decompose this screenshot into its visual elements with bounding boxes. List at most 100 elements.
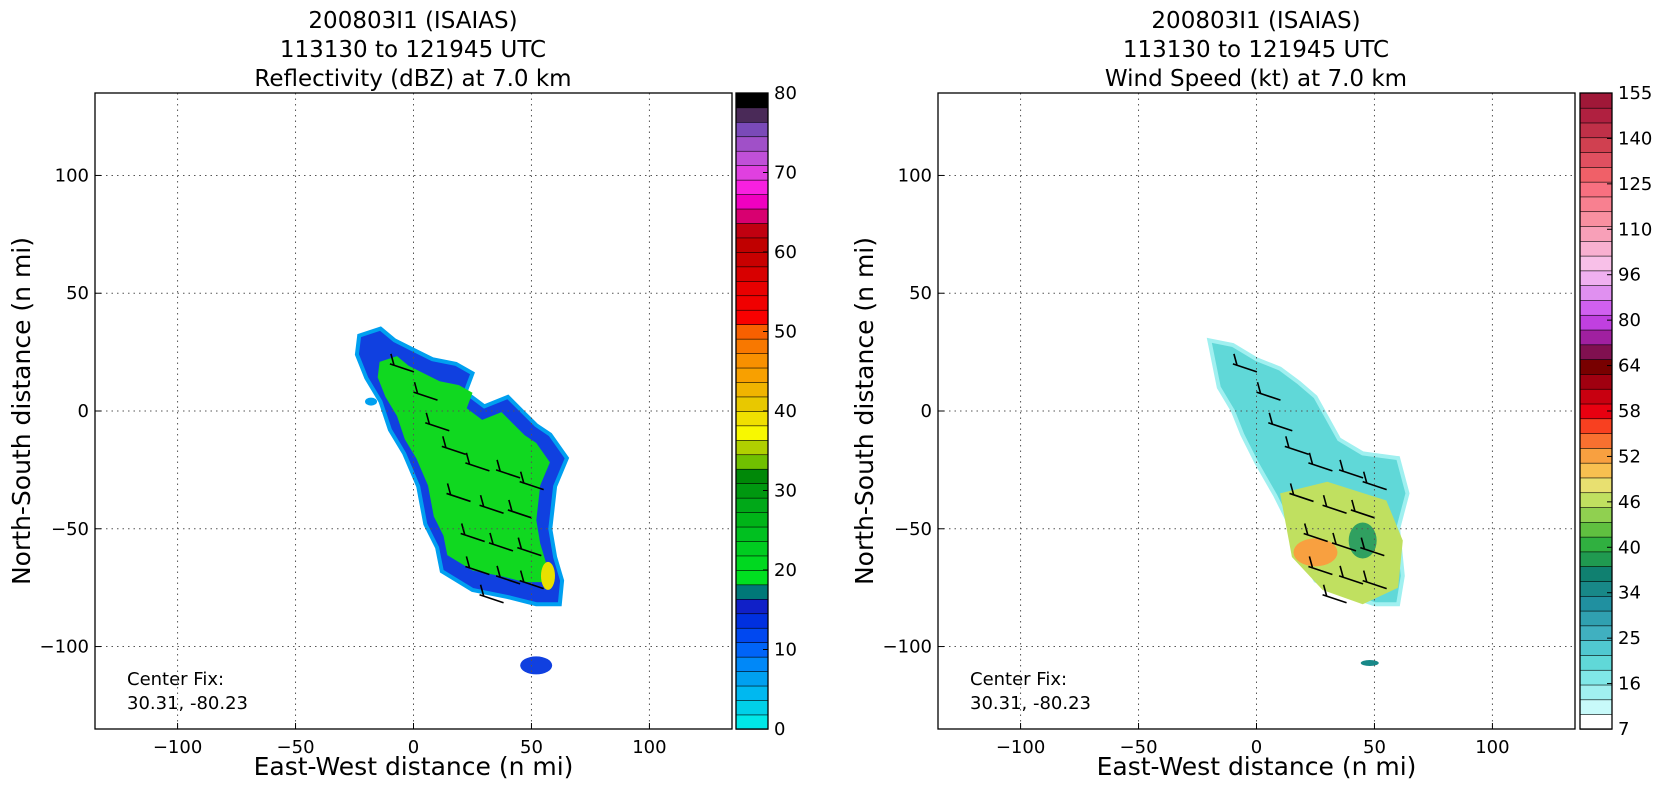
panel-wind-speed: 200803I1 (ISAIAS) 113130 to 121945 UTC Win… <box>850 8 1652 781</box>
panel-reflectivity: 200803I1 (ISAIAS) 113130 to 121945 UTC Ref… <box>7 8 797 781</box>
wind-barb <box>446 483 452 495</box>
wind-barb <box>1338 575 1364 585</box>
colorbar-cell <box>735 540 769 557</box>
colorbar-cell <box>735 107 769 123</box>
colorbar-cell <box>735 685 769 701</box>
colorbar-cell <box>1579 669 1613 686</box>
colorbar-cell <box>1579 284 1613 301</box>
wind-barb <box>496 565 501 578</box>
data-field <box>1206 337 1410 667</box>
wind-barb <box>1338 469 1364 479</box>
colorbar-cell <box>1579 166 1613 183</box>
colorbar-cell <box>735 237 769 253</box>
colorbar-cell <box>735 454 769 470</box>
colorbar-cell <box>1579 373 1613 390</box>
wind-barb <box>1289 492 1314 503</box>
wind-barb <box>1322 593 1347 604</box>
y-tick-label: 0 <box>78 401 89 422</box>
wind-barb <box>1360 546 1385 557</box>
wind-barb <box>1284 445 1310 456</box>
colorbar-cell <box>1579 447 1613 464</box>
colorbar-tick-label: 155 <box>1618 83 1652 104</box>
wind-barb <box>1308 462 1333 472</box>
wind-barb <box>1322 584 1328 596</box>
colorbar-tick-label: 110 <box>1618 219 1652 240</box>
wind-barb <box>413 381 419 394</box>
wind-barb <box>479 495 485 507</box>
wind-barb <box>1268 422 1293 432</box>
wind-barb <box>1339 565 1344 578</box>
colorbar-cell <box>1579 432 1613 449</box>
colorbar-cell <box>735 193 769 210</box>
x-tick-label: −50 <box>1120 737 1158 758</box>
colorbar-cell <box>1579 358 1613 375</box>
x-tick-label: −100 <box>153 737 202 758</box>
colorbar-cell <box>1579 225 1613 242</box>
colorbar-tick-label: 0 <box>774 719 785 740</box>
colorbar-cell <box>735 150 769 166</box>
colorbar-cell <box>1579 240 1613 257</box>
colorbar-cell <box>735 222 769 239</box>
colorbar-cell <box>735 266 769 282</box>
x-tick-label: 50 <box>1363 737 1386 758</box>
wind-barb <box>1351 499 1356 512</box>
colorbar-tick-label: 25 <box>1618 628 1641 649</box>
colorbar: 0 10 20 30 40 50 60 70 80 <box>735 83 797 740</box>
wind-barb <box>496 459 501 472</box>
x-tick-label: 50 <box>520 737 543 758</box>
colorbar-cell <box>735 468 769 484</box>
chart-title-line: 113130 to 121945 UTC <box>1123 37 1389 63</box>
wind-barb <box>1362 579 1387 590</box>
colorbar-cell <box>1579 107 1613 124</box>
wind-barb <box>465 452 471 465</box>
colorbar-cell <box>735 208 769 224</box>
colorbar-cell <box>735 584 769 600</box>
wind-barb <box>390 353 395 366</box>
colorbar-cell <box>735 526 769 542</box>
colorbar-cell <box>1579 329 1613 346</box>
colorbar-tick-label: 34 <box>1618 583 1641 604</box>
wind-barb <box>1322 504 1347 514</box>
colorbar-cell <box>735 670 769 687</box>
high-reflectivity-spot <box>540 561 555 590</box>
colorbar-cell <box>1579 92 1613 109</box>
colorbar-tick-label: 80 <box>774 83 797 104</box>
wind-barb <box>1308 556 1314 568</box>
echo-core <box>377 356 550 583</box>
y-axis-label: North-South distance (n mi) <box>7 237 36 585</box>
wind-barb <box>1360 537 1366 549</box>
colorbar-cell <box>735 555 769 571</box>
x-tick-label: 0 <box>408 737 419 758</box>
colorbar-tick-label: 64 <box>1618 356 1641 377</box>
chart-title-line: Wind Speed (kt) at 7.0 km <box>1105 66 1407 92</box>
colorbar-cell <box>1579 196 1613 213</box>
colorbar-cell <box>735 497 769 513</box>
wind-barb <box>1332 532 1337 545</box>
data-field <box>354 326 570 675</box>
colorbar-cell <box>735 598 769 615</box>
wind-barb <box>507 509 533 519</box>
colorbar-tick-label: 50 <box>774 322 797 343</box>
colorbar-cell <box>735 511 769 528</box>
colorbar-cell <box>735 569 769 586</box>
y-tick-label: −50 <box>894 519 932 540</box>
chart-title-line: 200803I1 (ISAIAS) <box>308 8 517 34</box>
wind-barb <box>519 480 544 491</box>
wind-barb <box>519 579 544 590</box>
wind-barb <box>441 445 467 456</box>
colorbar-cell <box>1579 151 1613 168</box>
wind-barb <box>1331 542 1357 552</box>
colorbar-cell <box>1579 566 1613 582</box>
x-tick-label: 0 <box>1251 737 1262 758</box>
colorbar-cell <box>735 627 769 643</box>
colorbar-cell <box>1579 521 1613 538</box>
echo-fragment <box>365 397 378 406</box>
y-tick-label: −100 <box>40 637 89 658</box>
wind-barb <box>389 363 415 373</box>
wind-barb <box>413 391 438 401</box>
wind-barb <box>479 584 485 596</box>
colorbar-cell <box>1579 536 1613 553</box>
wind-barb <box>508 499 513 512</box>
colorbar-tick-label: 10 <box>774 640 797 661</box>
